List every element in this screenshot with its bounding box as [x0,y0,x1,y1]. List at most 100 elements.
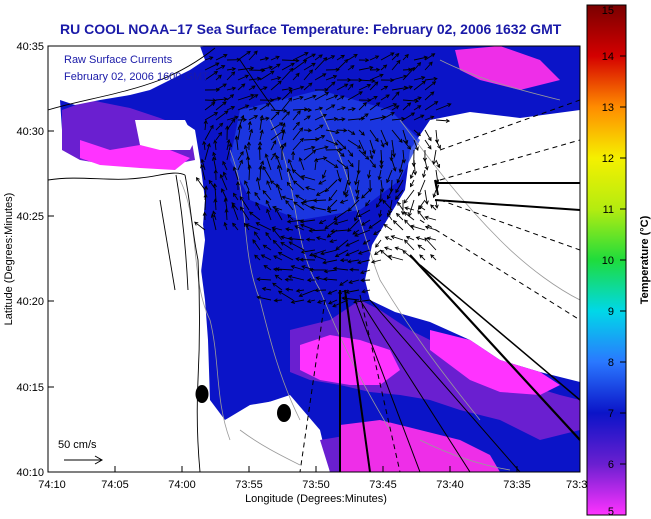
current-vector [328,289,338,295]
current-vector [347,129,355,135]
current-vector-head [403,211,408,216]
current-vector [233,167,239,181]
current-vector-head [272,227,277,233]
current-vector [237,125,241,141]
current-vector-head [294,225,299,230]
current-vector [319,219,327,224]
current-vector-head [392,167,397,172]
current-vector-head [285,111,291,116]
current-vector-head [332,266,338,271]
current-vector-head [346,181,352,186]
current-vector-head [386,212,391,218]
current-vector-head [255,222,260,226]
current-vector [314,92,329,101]
current-vector-head [349,163,354,168]
current-vector [430,204,437,211]
current-vector-head [298,157,303,162]
current-vector-head [245,155,251,160]
current-vector [342,297,360,301]
current-vector [270,80,282,91]
current-vector [406,236,415,241]
current-vector [204,194,207,211]
sst-field-lightblue [230,90,420,220]
current-vector-head [299,85,305,90]
current-vector [390,149,393,161]
current-vector [395,189,404,200]
current-vector [266,180,272,191]
current-vector [194,221,206,231]
current-vector [301,265,316,271]
current-vector [303,95,317,101]
current-vector [338,289,349,294]
current-vector [285,228,294,231]
current-vector [214,140,217,151]
current-vector-head [288,97,293,102]
current-vector-head [435,184,440,190]
current-vector-head [344,165,349,170]
current-vector [307,299,316,303]
current-vector-head [247,120,252,126]
current-vector [204,112,218,121]
current-vector [316,189,327,196]
current-vector-head [202,140,207,145]
current-vector-head [276,76,282,81]
sst-field-purple [290,300,580,440]
current-vector-head [290,265,295,270]
current-vector-head [430,115,435,120]
current-vector [300,224,316,231]
current-vector [301,249,316,253]
current-vector [347,139,361,149]
current-vector-head [305,186,310,191]
current-vector-head [323,57,328,62]
current-vector [410,225,426,231]
sst-field-magenta-se [430,330,560,395]
current-vector [314,107,323,111]
current-vector [287,168,294,181]
current-vector [288,275,305,281]
current-vector [418,205,426,211]
current-vector [204,143,210,161]
current-vector-head [299,95,304,100]
current-vector [361,279,371,281]
current-vector-head [326,208,332,214]
current-vector [402,67,415,81]
current-vector [425,216,437,221]
current-vector-head [352,230,357,235]
current-vector [413,129,421,136]
current-vector [402,86,413,91]
current-vector-head [281,129,286,134]
current-vector [413,96,422,101]
current-vector [358,102,367,111]
current-vector [363,239,371,245]
current-vector-head [245,104,250,109]
current-vector-head [426,236,431,241]
current-vector [402,112,415,121]
current-vector-head [347,207,352,212]
current-vector-head [278,122,284,127]
current-vector [424,53,435,61]
current-vector-head [301,265,306,270]
current-vector [278,290,294,301]
current-vector [285,279,294,281]
current-vector [368,169,371,178]
current-vector-head [395,212,401,217]
current-vector-head [416,132,421,137]
current-vector [292,138,304,151]
current-vector-head [300,223,305,228]
current-vector [336,95,345,101]
current-vector-head [215,62,220,67]
current-vector-head [361,221,366,226]
current-vector-head [353,217,358,222]
current-vector-head [211,101,216,106]
current-vector [333,267,349,271]
current-vector-head [340,95,345,100]
current-vector-head [203,119,208,125]
current-vector-head [277,290,283,295]
current-vector [380,129,388,146]
current-vector-head [299,127,304,132]
current-vector [292,110,301,121]
current-vector [325,129,339,134]
current-vector-head [387,195,391,200]
current-vector-head [221,188,225,193]
current-vector [215,101,227,111]
